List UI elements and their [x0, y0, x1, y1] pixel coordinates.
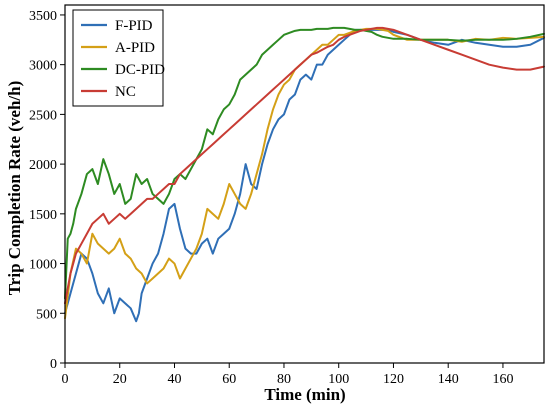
- y-tick-label: 3500: [29, 9, 57, 24]
- y-tick-label: 500: [36, 307, 57, 322]
- y-axis-label: Trip Completion Rate (veh/h): [5, 81, 24, 296]
- series-layer: [64, 26, 545, 323]
- x-axis-label: Time (min): [264, 385, 345, 404]
- axes-frame: [64, 4, 545, 364]
- legend-label-f-pid: F-PID: [115, 18, 153, 34]
- series-line-a-pid: [64, 27, 545, 320]
- x-tick-label: 120: [383, 372, 404, 387]
- legend-label-a-pid: A-PID: [115, 40, 155, 56]
- x-tick-label: 40: [167, 372, 181, 387]
- x-tick-label: 60: [222, 372, 236, 387]
- legend-label-nc: NC: [115, 84, 136, 100]
- legend-label-dc-pid: DC-PID: [115, 62, 165, 78]
- axes-layer: 0 20 40 60 80 100 120 140 160 0 500 1000 1500 2000 250…: [29, 4, 545, 387]
- x-tick-label: 160: [492, 372, 513, 387]
- y-tick-label: 1500: [29, 208, 57, 223]
- y-tick-label: 2500: [29, 108, 57, 123]
- x-tick-label: 80: [277, 372, 291, 387]
- series-line-dc-pid: [64, 26, 545, 300]
- x-tick-label: 100: [328, 372, 349, 387]
- y-tick-label: 0: [50, 357, 57, 372]
- legend: F-PID A-PID DC-PID NC: [72, 9, 165, 107]
- y-tick-label: 2000: [29, 158, 57, 173]
- series-line-nc: [64, 26, 545, 305]
- y-tick-label: 1000: [29, 258, 57, 273]
- y-tick-label: 3000: [29, 59, 57, 74]
- x-tick-label: 0: [62, 372, 69, 387]
- x-tick-label: 20: [113, 372, 127, 387]
- x-tick-label: 140: [438, 372, 459, 387]
